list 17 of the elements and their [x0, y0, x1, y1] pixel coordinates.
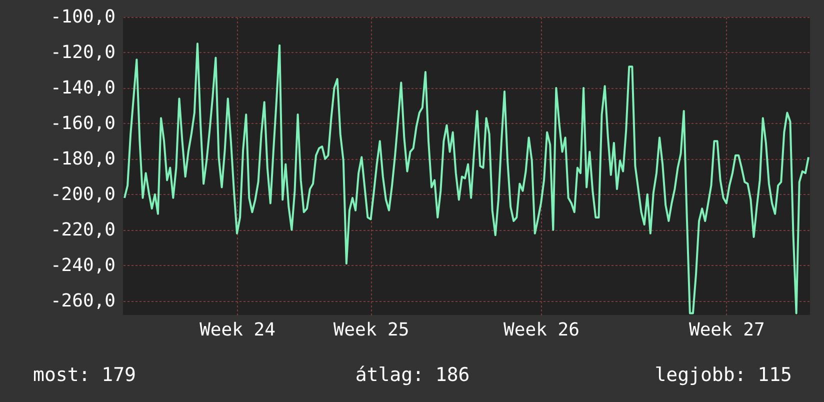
text: legjobb: 115 — [654, 364, 792, 386]
y-tick-label: -120,0 — [50, 42, 116, 63]
x-tick-label: Week 24 — [200, 320, 276, 340]
x-tick-label: Week 25 — [333, 320, 410, 340]
y-tick-label: -140,0 — [50, 77, 116, 98]
y-tick-label: -180,0 — [50, 148, 116, 170]
x-tick-label: Week 26 — [504, 320, 580, 340]
y-tick-label: -220,0 — [50, 219, 116, 240]
text: átlag: 186 — [355, 364, 470, 386]
text: most: 179 — [33, 364, 136, 386]
line-series — [124, 42, 810, 314]
x-tick-label: Week 27 — [688, 320, 765, 340]
y-tick-label: -240,0 — [50, 254, 116, 276]
y-tick-label: -260,0 — [50, 290, 116, 312]
y-tick-label: -160,0 — [50, 112, 116, 134]
y-tick-label: -200,0 — [50, 184, 116, 205]
y-tick-label: -100,0 — [50, 6, 116, 28]
